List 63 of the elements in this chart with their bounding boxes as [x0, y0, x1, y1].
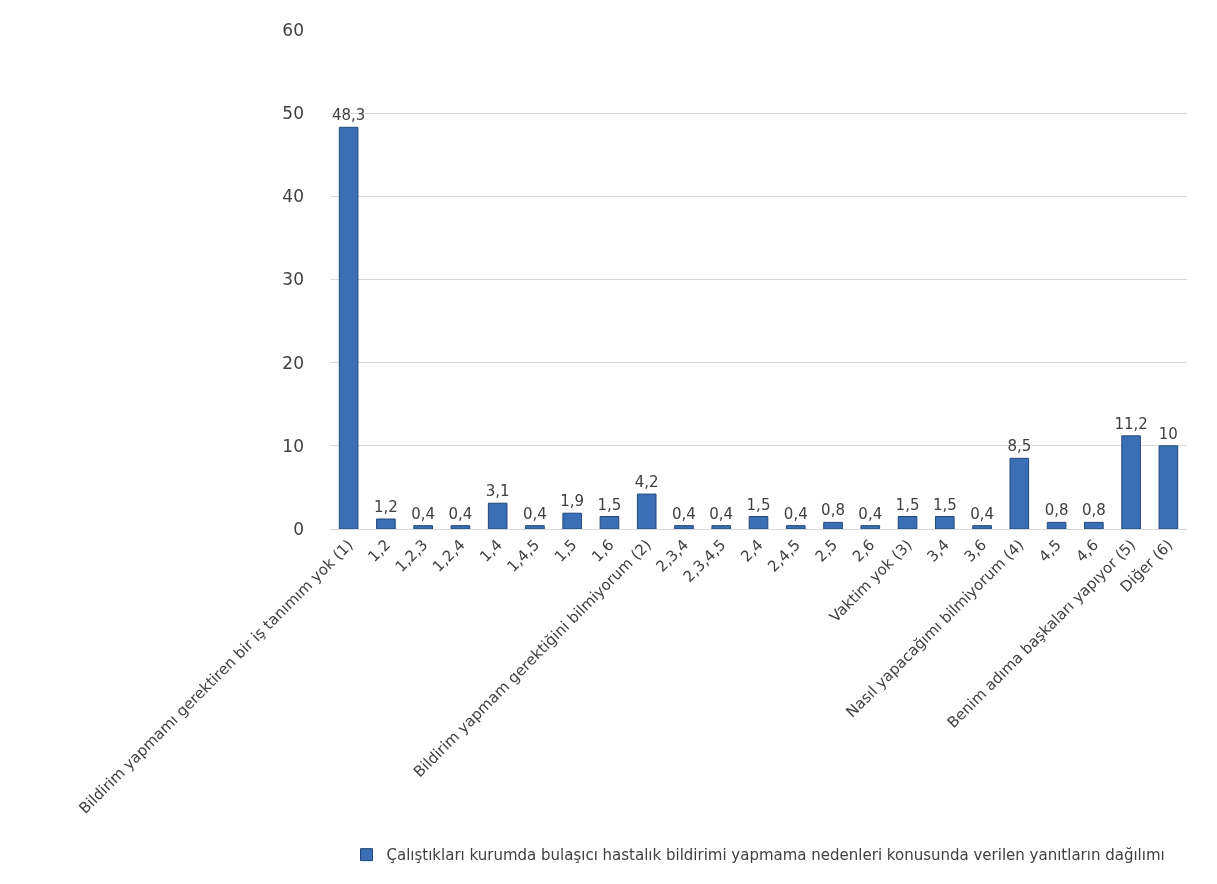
bar — [1121, 435, 1141, 529]
x-tick-label: 2,5 — [811, 535, 842, 566]
legend-label: Çalıştıkları kurumda bulaşıcı hastalık bildirimi yapmama nedenleri konusunda verilen yanıtların dağılımı — [386, 846, 1165, 865]
x-tick-label: 1,6 — [587, 535, 618, 566]
y-tick-label: 60 — [282, 19, 304, 40]
bar — [1046, 521, 1067, 529]
y-tick-label: 10 — [282, 435, 304, 456]
data-label: 3,1 — [485, 482, 510, 501]
x-tick-label: 3,4 — [923, 535, 953, 566]
data-label: 1,5 — [932, 495, 957, 514]
bar — [487, 502, 508, 529]
bar — [934, 516, 955, 529]
bar — [636, 493, 657, 529]
x-tick-label: 1,4 — [476, 535, 506, 566]
bar — [674, 525, 694, 529]
data-label: 0,8 — [1081, 501, 1106, 520]
bar — [413, 525, 433, 529]
data-label: 8,5 — [1007, 437, 1032, 456]
data-label: 0,8 — [821, 501, 845, 520]
data-label: 0,4 — [523, 504, 547, 523]
x-tick-label: 2,4 — [737, 535, 767, 566]
bar — [562, 512, 583, 529]
data-label: 4,2 — [634, 473, 659, 492]
bar — [525, 525, 545, 529]
bar — [711, 525, 732, 529]
bar — [748, 516, 769, 529]
bar — [972, 525, 992, 529]
bar — [1009, 457, 1030, 529]
y-tick-label: 0 — [293, 518, 304, 539]
y-tick-label: 40 — [282, 186, 304, 207]
data-label: 0,4 — [411, 504, 436, 523]
data-label: 0,4 — [783, 504, 808, 523]
bar — [860, 525, 881, 529]
data-label: 1,2 — [373, 498, 398, 517]
data-label: 0,4 — [672, 504, 696, 523]
data-label: 1,5 — [895, 495, 920, 514]
bar — [897, 516, 918, 529]
bar — [785, 525, 806, 529]
data-label: 1,5 — [597, 495, 622, 514]
data-label: 48,3 — [331, 106, 366, 125]
bar — [338, 126, 359, 529]
x-tick-label: 4,5 — [1035, 535, 1065, 566]
data-label: 0,4 — [709, 504, 734, 523]
data-label: 0,8 — [1044, 501, 1069, 520]
data-label: 0,4 — [858, 504, 883, 523]
bar — [599, 516, 620, 529]
x-tick-label: 1,2 — [364, 535, 395, 566]
data-label: 1,9 — [560, 492, 585, 511]
bar — [1084, 521, 1104, 529]
y-tick-label: 50 — [282, 103, 304, 124]
x-tick-label: 1,5 — [550, 535, 581, 566]
data-label: 1,5 — [746, 495, 771, 514]
data-label: 10 — [1158, 424, 1178, 443]
data-label: 0,4 — [448, 504, 473, 523]
bar — [1158, 445, 1179, 529]
data-label: 0,4 — [970, 504, 994, 523]
y-tick-label: 20 — [282, 352, 304, 373]
bar — [376, 518, 396, 529]
bar — [450, 525, 471, 529]
y-tick-label: 30 — [282, 269, 304, 290]
x-tick-label: 3,6 — [960, 535, 991, 566]
bar — [823, 521, 843, 529]
data-label: 11,2 — [1114, 414, 1148, 433]
